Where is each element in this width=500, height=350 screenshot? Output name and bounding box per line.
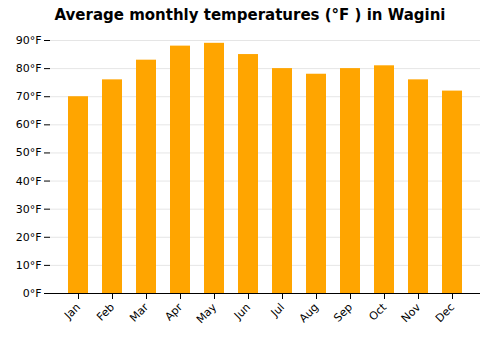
svg-text:May: May [194, 300, 220, 326]
svg-text:0°F: 0°F [23, 287, 42, 300]
svg-text:Jul: Jul [268, 301, 287, 320]
svg-text:Aug: Aug [297, 301, 321, 325]
svg-text:50°F: 50°F [16, 146, 42, 159]
svg-text:Oct: Oct [366, 300, 389, 323]
svg-text:20°F: 20°F [16, 231, 42, 244]
svg-text:Sep: Sep [331, 301, 355, 325]
svg-text:Feb: Feb [94, 301, 117, 324]
svg-text:Mar: Mar [127, 300, 151, 324]
html-text:Average monthly temperatures (: Average monthly temperatures (°F ) in Wa… [54, 6, 446, 24]
svg-text:70°F: 70°F [16, 90, 42, 103]
svg-text:40°F: 40°F [16, 175, 42, 188]
svg-text:90°F: 90°F [16, 34, 42, 47]
svg-text:Jun: Jun [231, 301, 253, 323]
svg-text:Jan: Jan [61, 301, 83, 323]
svg-text:Apr: Apr [162, 300, 185, 323]
svg-text:30°F: 30°F [16, 203, 42, 216]
svg-text:10°F: 10°F [16, 259, 42, 272]
svg-text:60°F: 60°F [16, 118, 42, 131]
svg-text:Dec: Dec [433, 301, 457, 325]
svg-text:80°F: 80°F [16, 62, 42, 75]
svg-text:Nov: Nov [399, 300, 424, 325]
